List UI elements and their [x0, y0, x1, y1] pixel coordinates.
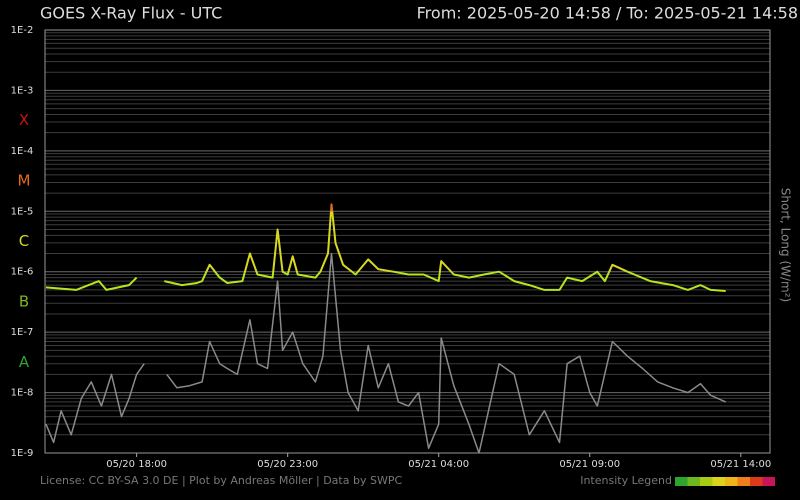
plot-area	[45, 203, 727, 453]
x-tick-label: 05/21 09:00	[559, 459, 620, 470]
legend-swatch	[725, 477, 738, 486]
y-tick-label: 1E-7	[11, 327, 34, 338]
y-tick-label: 1E-8	[11, 388, 34, 399]
y-tick-label: 1E-6	[11, 267, 34, 278]
legend-swatch	[737, 477, 750, 486]
x-tick-label: 05/20 23:00	[257, 459, 318, 470]
legend-label: Intensity Legend	[580, 474, 672, 487]
legend-swatch	[700, 477, 713, 486]
series-line	[45, 252, 727, 453]
legend-swatch	[712, 477, 725, 486]
legend-swatch	[675, 477, 688, 486]
chart-subtitle: From: 2025-05-20 14:58 / To: 2025-05-21 …	[417, 4, 798, 23]
legend-swatch	[687, 477, 700, 486]
flare-class-label: C	[19, 232, 29, 250]
y-tick-label: 1E-2	[11, 25, 34, 36]
y-tick-label: 1E-5	[11, 206, 34, 217]
flare-class-label: X	[19, 111, 29, 129]
flare-class-label: M	[18, 172, 31, 190]
legend-swatch	[750, 477, 763, 486]
series-line	[45, 203, 726, 292]
legend-swatch	[762, 477, 775, 486]
x-tick-label: 05/21 14:00	[710, 459, 771, 470]
y-tick-label: 1E-9	[11, 448, 34, 459]
x-tick-label: 05/21 04:00	[408, 459, 469, 470]
x-tick-label: 05/20 18:00	[106, 459, 167, 470]
flare-class-label: A	[19, 353, 30, 371]
y-axis-label: Short, Long (W/m²)	[779, 188, 793, 302]
flare-class-label: B	[19, 292, 29, 310]
chart-title: GOES X-Ray Flux - UTC	[40, 4, 222, 23]
y-tick-label: 1E-3	[11, 85, 34, 96]
footer: License: CC BY-SA 3.0 DE | Plot by Andre…	[40, 474, 402, 487]
y-tick-label: 1E-4	[11, 146, 34, 157]
plot-frame	[44, 29, 771, 454]
